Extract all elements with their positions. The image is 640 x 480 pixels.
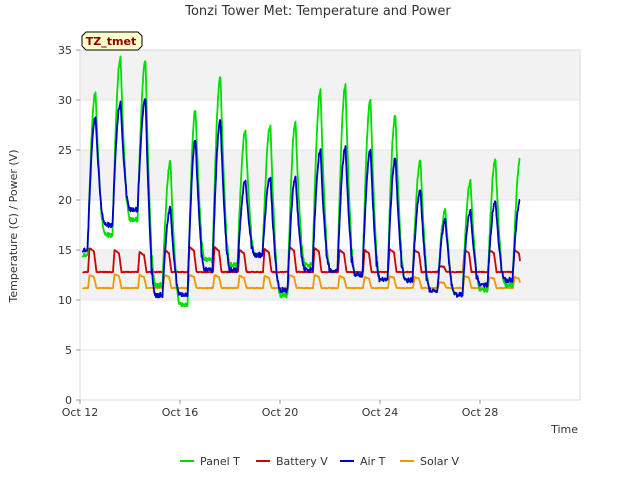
y-tick-label-6: 30 [58,94,72,107]
legend: Panel T Battery V Air T Solar V [180,455,460,468]
x-tick-label-1: Oct 16 [162,406,199,419]
station-badge-box [81,31,143,51]
station-badge-label: TZ_tmet [86,35,136,48]
y-tick-label-7: 35 [58,44,72,57]
legend-label-2: Air T [360,455,386,468]
chart-title: Tonzi Tower Met: Temperature and Power [184,4,451,19]
legend-label-0: Panel T [200,455,240,468]
series-line-battery-v [82,246,521,274]
series-layer [81,55,521,308]
y-tick-label-5: 25 [58,144,72,157]
y-tick-label-0: 0 [65,394,72,407]
grid-band-2 [80,50,580,100]
plot-area [79,49,581,401]
x-tick-label-4: Oct 28 [462,406,499,419]
y-axis-label: Temperature (C) / Power (V) [7,149,20,303]
plot-border [79,49,581,401]
station-badge: TZ_tmet [81,31,143,51]
series-line-air-t [81,98,521,299]
axes: 0 5 10 15 20 25 30 35 Oct 12 Oct 16 Oct 20 Oct 24 Oc… [58,44,498,419]
grid-bands [80,49,580,401]
x-axis-label: Time [550,423,578,436]
x-tick-label-0: Oct 12 [62,406,99,419]
x-tick-label-2: Oct 20 [262,406,299,419]
y-tick-label-1: 5 [65,344,72,357]
y-tick-label-2: 10 [58,294,72,307]
x-tick-label-3: Oct 24 [362,406,399,419]
y-tick-label-3: 15 [58,244,72,257]
legend-label-3: Solar V [420,455,460,468]
grid-band-1 [80,150,580,200]
series-line-solar-v [82,273,521,290]
legend-label-1: Battery V [276,455,328,468]
y-tick-label-4: 20 [58,194,72,207]
